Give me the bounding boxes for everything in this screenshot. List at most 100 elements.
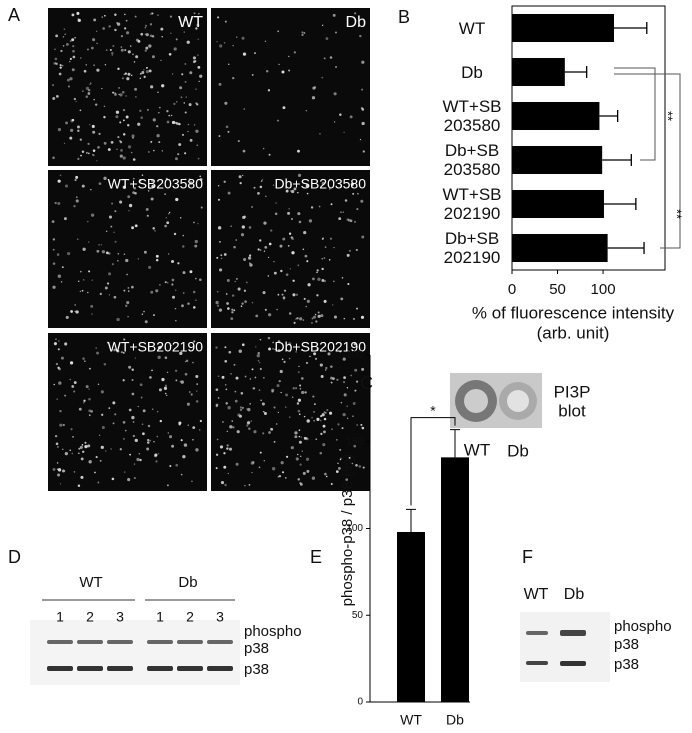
speckle — [147, 109, 149, 111]
speckle — [127, 195, 131, 199]
speckle — [199, 175, 202, 178]
speckle — [126, 77, 130, 81]
speckle — [333, 92, 337, 96]
speckle — [73, 97, 77, 101]
speckle — [324, 369, 327, 371]
panel-letter: D — [8, 547, 21, 567]
speckle — [259, 338, 262, 341]
lane-label: 2 — [86, 609, 94, 625]
speckle — [56, 468, 59, 470]
speckle — [306, 260, 309, 263]
significance: ** — [670, 209, 685, 219]
speckle — [291, 396, 294, 399]
speckle — [294, 435, 298, 439]
speckle — [90, 189, 92, 191]
speckle — [362, 150, 365, 153]
speckle — [108, 25, 111, 28]
x-tick-label: 50 — [549, 281, 566, 298]
speckle — [123, 73, 125, 75]
speckle — [220, 481, 225, 485]
speckle — [193, 221, 195, 224]
speckle — [320, 415, 323, 418]
speckle — [310, 206, 314, 209]
speckle — [190, 183, 192, 185]
speckle — [105, 230, 108, 232]
speckle — [285, 273, 289, 276]
speckle — [77, 125, 80, 129]
speckle — [164, 224, 167, 228]
speckle — [264, 40, 267, 43]
speckle — [157, 14, 159, 16]
speckle — [112, 401, 116, 405]
speckle — [262, 410, 265, 413]
speckle — [314, 313, 317, 316]
speckle — [144, 24, 148, 27]
speckle — [118, 93, 120, 95]
speckle — [94, 471, 96, 474]
speckle — [90, 213, 95, 217]
speckle — [115, 110, 120, 114]
speckle — [127, 72, 131, 76]
speckle — [181, 133, 185, 136]
speckle — [330, 381, 333, 384]
speckle — [218, 308, 223, 312]
speckle — [320, 375, 324, 378]
speckle — [146, 214, 149, 217]
speckle — [276, 423, 278, 425]
speckle — [346, 253, 350, 257]
speckle — [64, 394, 67, 397]
speckle — [356, 307, 358, 310]
speckle — [96, 160, 98, 162]
speckle — [151, 55, 155, 59]
image-label: WT+SB203580 — [108, 176, 204, 192]
speckle — [185, 96, 187, 98]
speckle — [57, 468, 62, 472]
speckles — [215, 336, 365, 487]
speckle — [314, 357, 318, 360]
speckle — [262, 432, 265, 435]
speckle — [313, 315, 317, 319]
speckle — [166, 394, 168, 396]
speckle — [301, 377, 304, 380]
category-label-box: WT+SB 203580 — [442, 97, 501, 135]
speckle — [235, 462, 239, 466]
speckle — [125, 95, 127, 97]
speckle — [123, 338, 126, 341]
speckle — [127, 290, 130, 292]
speckle — [149, 376, 152, 379]
speckle — [243, 215, 246, 219]
band — [47, 640, 73, 644]
speckle — [157, 355, 161, 360]
speckle — [184, 111, 187, 114]
speckle — [181, 73, 184, 76]
speckle — [53, 383, 56, 386]
speckle — [232, 44, 234, 47]
speckle — [359, 138, 362, 141]
speckle — [337, 462, 339, 465]
speckle — [92, 149, 96, 152]
speckle — [277, 476, 280, 478]
speckle — [327, 352, 331, 356]
speckle — [164, 193, 166, 195]
bar — [512, 102, 600, 130]
speckle — [342, 413, 346, 417]
y-axis-label: phospho-p38 / p38 (%) — [339, 454, 356, 607]
bar — [512, 234, 608, 262]
speckle — [195, 448, 199, 452]
speckle — [267, 275, 270, 277]
plot-frame — [511, 5, 666, 271]
speckle — [199, 178, 203, 182]
speckle — [186, 40, 190, 44]
speckle — [273, 271, 277, 275]
speckle — [290, 236, 293, 239]
speckle — [285, 189, 289, 193]
speckle — [276, 308, 278, 311]
speckle — [245, 281, 248, 284]
speckle — [70, 310, 73, 313]
image-label: Db+SB202190 — [275, 339, 367, 355]
category-label: Db+SB 203580 — [443, 141, 501, 179]
speckle — [323, 411, 326, 413]
speckle — [240, 233, 245, 237]
speckle — [132, 191, 135, 195]
lane-label: 1 — [56, 609, 64, 625]
